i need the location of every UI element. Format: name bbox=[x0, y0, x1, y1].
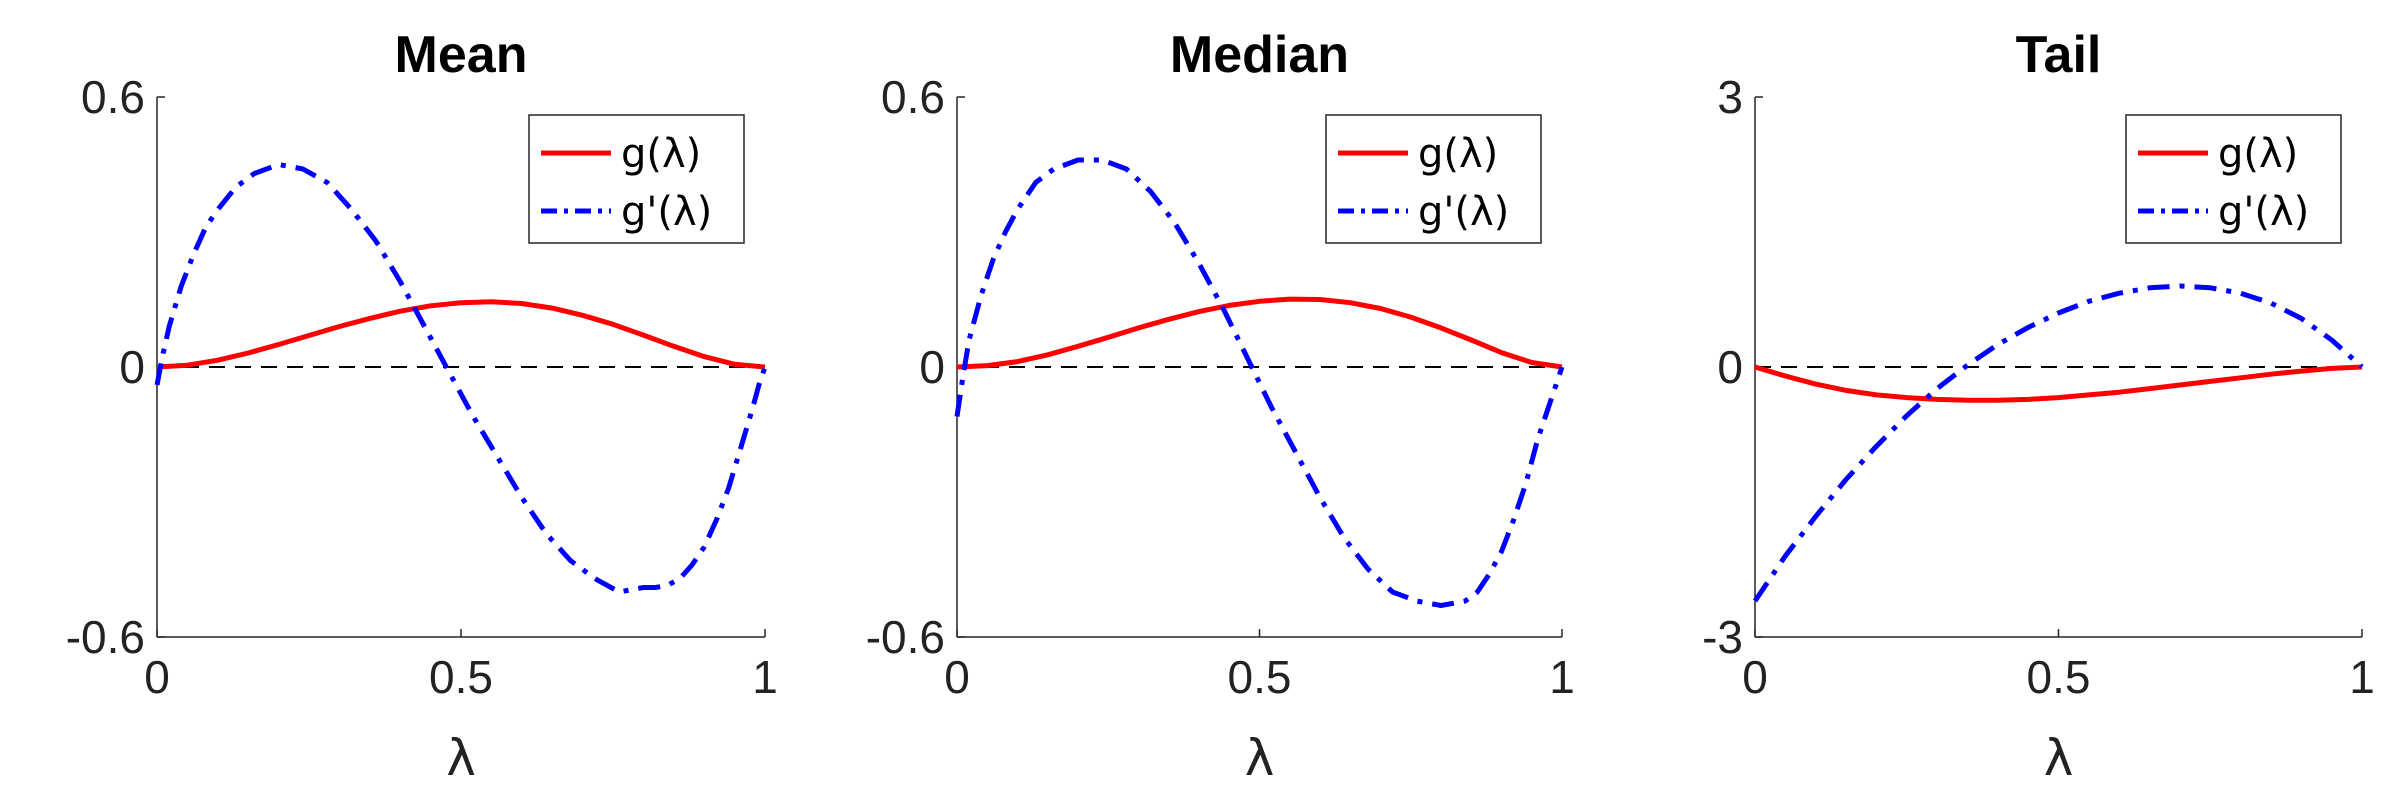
y-tick-label: 0.6 bbox=[81, 71, 145, 123]
chart-title: Mean bbox=[395, 26, 528, 84]
chart-title: Median bbox=[1170, 26, 1349, 84]
legend: g(λ) g'(λ) bbox=[528, 114, 745, 244]
x-tick-label: 0.5 bbox=[429, 651, 493, 703]
y-tick-label: -0.6 bbox=[866, 611, 945, 663]
legend-box bbox=[1325, 114, 1542, 244]
legend-label: g'(λ) bbox=[621, 189, 712, 235]
series-line-g bbox=[956, 296, 1563, 370]
legend-box bbox=[528, 114, 745, 244]
chart-panel-2: Median-0.600.60 0.5 1λg(λ)g'(λ) bbox=[866, 26, 1575, 787]
legend-label: g(λ) bbox=[1418, 131, 1498, 177]
series-line-g bbox=[156, 299, 766, 370]
y-tick-label: 0.6 bbox=[881, 71, 945, 123]
x-axis-label: λ bbox=[446, 729, 476, 787]
y-tick-label: -3 bbox=[1702, 611, 1743, 663]
y-tick-label: 0 bbox=[119, 341, 145, 393]
x-tick-label: 0.5 bbox=[2027, 651, 2091, 703]
chart-panel-1: Mean-0.600.60 0.5 1λg(λ)g'(λ) bbox=[66, 26, 778, 787]
x-tick-label: 1 bbox=[1549, 651, 1575, 703]
legend-label: g'(λ) bbox=[2218, 189, 2309, 235]
y-tick-label: 0 bbox=[1717, 341, 1743, 393]
x-tick-label: 0 bbox=[144, 651, 170, 703]
legend-box bbox=[2125, 114, 2342, 244]
x-tick-label: 0 bbox=[944, 651, 970, 703]
y-tick-label: -0.6 bbox=[66, 611, 145, 663]
legend-label: g'(λ) bbox=[1418, 189, 1509, 235]
legend-label: g(λ) bbox=[621, 131, 701, 177]
y-tick-label: 3 bbox=[1717, 71, 1743, 123]
legend: g(λ) g'(λ) bbox=[1325, 114, 1542, 244]
x-tick-label: 1 bbox=[2349, 651, 2375, 703]
x-axis-label: λ bbox=[1245, 729, 1275, 787]
x-axis-label: λ bbox=[2044, 729, 2074, 787]
series-line-g-prime bbox=[1752, 283, 2364, 603]
x-tick-label: 1 bbox=[752, 651, 778, 703]
series-line-g-prime bbox=[154, 162, 768, 595]
legend: g(λ) g'(λ) bbox=[2125, 114, 2342, 244]
series-line-g-prime bbox=[954, 157, 1565, 608]
legend-label: g(λ) bbox=[2218, 131, 2298, 177]
chart-title: Tail bbox=[2016, 26, 2102, 84]
series-line-g bbox=[1754, 364, 2363, 403]
x-tick-label: 0 bbox=[1742, 651, 1768, 703]
y-tick-label: 0 bbox=[919, 341, 945, 393]
x-tick-label: 0.5 bbox=[1228, 651, 1292, 703]
